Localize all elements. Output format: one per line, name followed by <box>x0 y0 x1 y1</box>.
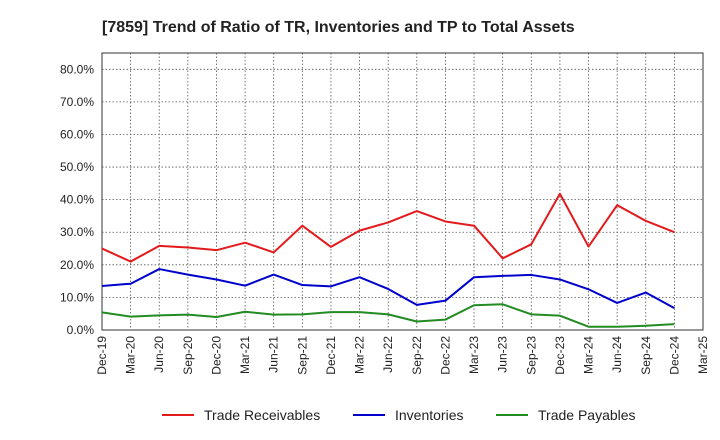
x-tick-label: Mar-23 <box>467 336 481 374</box>
x-tick-label: Dec-19 <box>95 336 109 375</box>
y-tick-label: 60.0% <box>60 127 94 141</box>
x-axis: Dec-19 Mar-20 Jun-20 Sep-20 Dec-20 Mar-21 Jun-… <box>95 336 710 375</box>
y-tick-label: 30.0% <box>60 225 94 239</box>
series-line <box>101 303 675 328</box>
x-tick-label: Sep-20 <box>181 336 195 375</box>
series-line <box>101 192 675 263</box>
x-tick-label: Mar-24 <box>582 336 596 374</box>
y-tick-label: 10.0% <box>60 290 94 304</box>
y-tick-label: 0.0% <box>67 323 95 337</box>
grid <box>101 53 704 331</box>
x-tick-label: Sep-22 <box>410 336 424 375</box>
x-tick-label: Jun-23 <box>496 336 510 373</box>
plot-area <box>101 52 704 331</box>
x-tick-label: Dec-24 <box>667 336 681 375</box>
y-tick-label: 50.0% <box>60 160 94 174</box>
legend-label: Trade Payables <box>538 407 636 423</box>
x-tick-label: Dec-23 <box>553 336 567 375</box>
x-tick-label: Jun-22 <box>381 336 395 373</box>
series-group <box>101 192 675 328</box>
y-tick-label: 70.0% <box>60 95 94 109</box>
x-tick-label: Mar-22 <box>353 336 367 374</box>
x-tick-label: Jun-21 <box>267 336 281 373</box>
legend: Trade Receivables Inventories Trade Payabl… <box>162 407 636 423</box>
series-line <box>101 268 675 310</box>
chart-title: [7859] Trend of Ratio of TR, Inventories… <box>102 19 575 36</box>
x-tick-label: Dec-22 <box>438 336 452 375</box>
y-tick-label: 20.0% <box>60 258 94 272</box>
y-axis: 0.0% 10.0% 20.0% 30.0% 40.0% 50.0% 60.0% 70.0% 8… <box>60 62 94 337</box>
y-tick-label: 40.0% <box>60 193 94 207</box>
x-tick-label: Dec-20 <box>209 336 223 375</box>
x-tick-label: Dec-21 <box>324 336 338 375</box>
x-tick-label: Mar-21 <box>238 336 252 374</box>
x-tick-label: Sep-21 <box>295 336 309 375</box>
x-tick-label: Sep-23 <box>524 336 538 375</box>
y-tick-label: 80.0% <box>60 62 94 76</box>
legend-label: Inventories <box>395 407 463 423</box>
x-tick-label: Sep-24 <box>639 336 653 375</box>
x-tick-label: Mar-20 <box>124 336 138 374</box>
x-tick-label: Jun-20 <box>152 336 166 373</box>
x-tick-label: Mar-25 <box>696 336 710 374</box>
legend-label: Trade Receivables <box>204 407 320 423</box>
x-tick-label: Jun-24 <box>610 336 624 373</box>
